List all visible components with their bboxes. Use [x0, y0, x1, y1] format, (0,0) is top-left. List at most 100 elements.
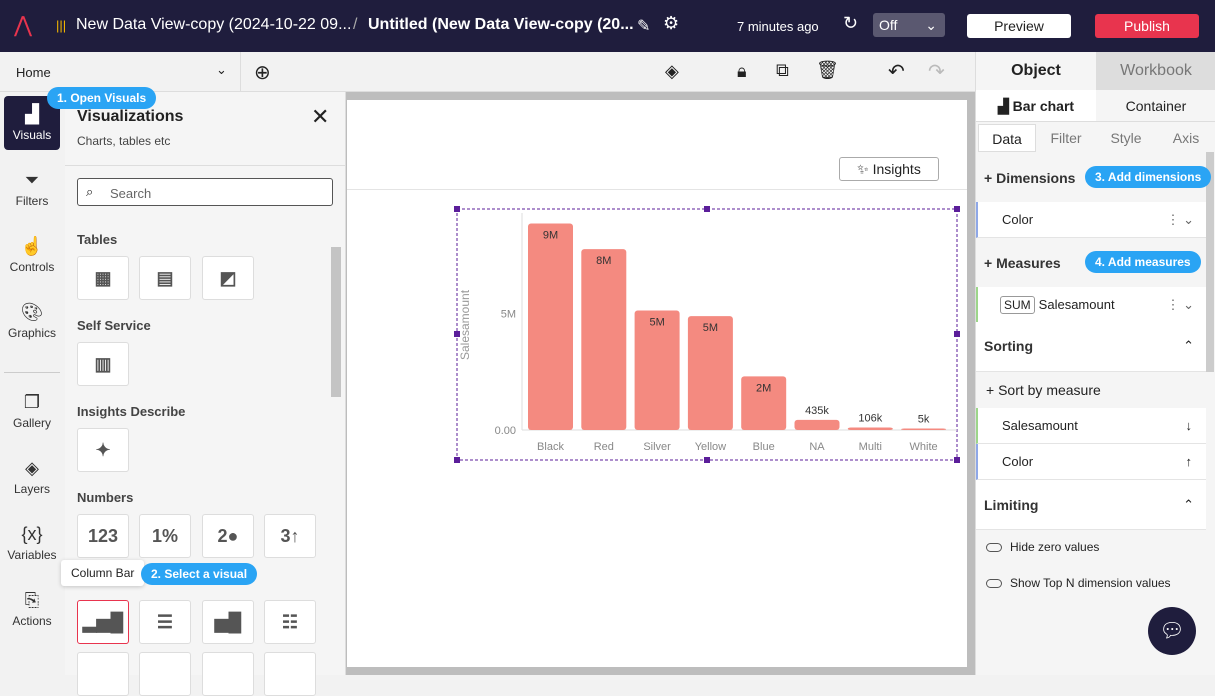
table-visual[interactable]: ▦	[77, 256, 129, 300]
nav-filters[interactable]: ⏷ Filters	[4, 162, 60, 216]
stacked-bar-visual[interactable]: ☷	[264, 600, 316, 644]
stacked-column-visual[interactable]: ▅█	[202, 600, 254, 644]
data-label: 106k	[858, 413, 882, 425]
tab-container[interactable]: Container	[1096, 90, 1215, 122]
insights-button[interactable]: ✨︎ Insights	[839, 157, 939, 181]
nav-layers[interactable]: ◈ Layers	[4, 450, 60, 504]
number-dot-visual[interactable]: 2●	[202, 514, 254, 558]
resize-handle[interactable]	[954, 331, 960, 337]
resize-handle[interactable]	[454, 457, 460, 463]
sort-field-salesamount[interactable]: Salesamount ↓	[976, 408, 1206, 444]
dimensions-header[interactable]: + Dimensions	[984, 170, 1076, 186]
measures-header[interactable]: + Measures	[984, 255, 1061, 271]
nav-graphics[interactable]: 🎨︎ Graphics	[4, 294, 60, 348]
bar-yellow	[687, 316, 733, 430]
nav-variables[interactable]: {x} Variables	[4, 516, 60, 570]
tab-style[interactable]: Style	[1110, 130, 1142, 146]
data-label: 5M	[649, 317, 664, 329]
section-insights: Insights Describe	[77, 404, 186, 419]
tab-workbook[interactable]: Workbook	[1096, 52, 1215, 90]
sorting-section[interactable]: Sorting ⌃	[976, 322, 1206, 372]
panel-title: Visualizations	[77, 108, 184, 125]
variables-icon: {x}	[21, 524, 43, 544]
percent-visual[interactable]: 1%	[139, 514, 191, 558]
x-tick-label: Multi	[859, 441, 882, 453]
dataset-icon: |||	[56, 18, 67, 33]
add-page-icon[interactable]: ⊕	[254, 62, 271, 84]
hide-zero-toggle[interactable]: Hide zero values	[986, 540, 1099, 554]
scrollbar[interactable]	[1206, 152, 1214, 372]
resize-handle[interactable]	[454, 206, 460, 212]
nav-controls[interactable]: ☝ Controls	[4, 228, 60, 282]
number-trend-visual[interactable]: 3↑	[264, 514, 316, 558]
self-service-visual[interactable]: ▥	[77, 342, 129, 386]
tab-data[interactable]: Data	[978, 124, 1036, 152]
visual-tile[interactable]	[202, 652, 254, 696]
chevron-up-icon: ⌃	[1183, 497, 1194, 512]
visual-tile[interactable]	[77, 652, 129, 696]
top-n-toggle[interactable]: Show Top N dimension values	[986, 576, 1171, 590]
edit-icon[interactable]: ✎	[637, 18, 651, 35]
lock-icon[interactable]: 🔒︎	[737, 61, 747, 81]
number-visual[interactable]: 123	[77, 514, 129, 558]
filter-icon: ⏷	[24, 170, 40, 190]
limiting-section[interactable]: Limiting ⌃	[976, 480, 1206, 530]
sort-field-color[interactable]: Color ↑	[976, 444, 1206, 480]
visual-tile[interactable]	[264, 652, 316, 696]
saved-status: 7 minutes ago	[737, 19, 819, 34]
x-tick-label: Silver	[643, 441, 671, 453]
resize-handle[interactable]	[954, 457, 960, 463]
search-input[interactable]: ⌕ Search	[77, 178, 333, 206]
resize-handle[interactable]	[454, 331, 460, 337]
data-label: 435k	[805, 405, 829, 417]
section-self-service: Self Service	[77, 318, 151, 333]
separator: /	[353, 16, 358, 33]
tooltip: Column Bar	[61, 560, 145, 586]
auto-refresh-select[interactable]: Off ⌄	[873, 13, 945, 37]
gear-icon[interactable]: ⚙	[663, 13, 680, 33]
crosstab-visual[interactable]: ◩	[202, 256, 254, 300]
page-title[interactable]: Untitled (New Data View-copy (20...	[368, 16, 634, 33]
callout-open-visuals: 1. Open Visuals	[47, 87, 157, 109]
measure-field[interactable]: SUM Salesamount ⋮ ⌄	[976, 287, 1206, 323]
column-bar-visual[interactable]: ▂▅█	[77, 600, 129, 644]
bar-silver	[634, 310, 680, 430]
tab-axis[interactable]: Axis	[1172, 130, 1200, 146]
dimension-field[interactable]: Color ⋮ ⌄	[976, 202, 1206, 238]
chevron-down-icon[interactable]: ⌄	[216, 62, 227, 77]
sort-asc-icon: ↑	[1185, 454, 1193, 469]
data-label: 2M	[756, 382, 771, 394]
panel-subtitle: Charts, tables etc	[77, 134, 171, 148]
bar-chart[interactable]: Salesamount 0.00 5M 9M Black 8M Red 5M Silver 5M Y…	[452, 205, 962, 465]
dataset-breadcrumb[interactable]: New Data View-copy (2024-10-22 09...	[76, 16, 352, 33]
undo-icon[interactable]: ↶	[888, 61, 905, 83]
resize-handle[interactable]	[704, 457, 710, 463]
refresh-icon[interactable]: ↻	[843, 13, 859, 33]
x-tick-label: White	[910, 441, 938, 453]
report-page: ✨︎ Insights Salesamount 0.00 5M 9M Black 8M Re…	[347, 100, 967, 667]
tab-object[interactable]: Object	[976, 52, 1096, 90]
duplicate-icon[interactable]: ⧉	[776, 60, 789, 80]
resize-handle[interactable]	[704, 206, 710, 212]
nav-gallery[interactable]: ❐ Gallery	[4, 384, 60, 438]
tab-bar-chart[interactable]: ▟ Bar chart	[976, 90, 1096, 122]
resize-handle[interactable]	[954, 206, 960, 212]
redo-icon[interactable]: ↷	[928, 61, 945, 83]
delete-icon[interactable]: 🗑︎	[816, 60, 839, 80]
chat-button[interactable]: 💬︎	[1148, 607, 1196, 655]
page-select[interactable]: Home	[16, 65, 51, 80]
sort-by-measure-button[interactable]: + Sort by measure	[986, 382, 1101, 398]
scrollbar[interactable]	[331, 247, 341, 397]
pivot-visual[interactable]: ▤	[139, 256, 191, 300]
close-icon[interactable]: ✕	[311, 104, 330, 129]
tab-filter[interactable]: Filter	[1050, 130, 1082, 146]
y-axis-label: Salesamount	[458, 289, 472, 360]
nav-actions[interactable]: ⎘ Actions	[4, 582, 60, 636]
toggle-icon	[986, 543, 1002, 553]
bar-visual[interactable]: ☰	[139, 600, 191, 644]
insights-visual[interactable]: ✦	[77, 428, 129, 472]
preview-button[interactable]: Preview	[967, 14, 1071, 38]
visual-tile[interactable]	[139, 652, 191, 696]
publish-button[interactable]: Publish	[1095, 14, 1199, 38]
layers-icon[interactable]: ◈	[665, 61, 679, 81]
